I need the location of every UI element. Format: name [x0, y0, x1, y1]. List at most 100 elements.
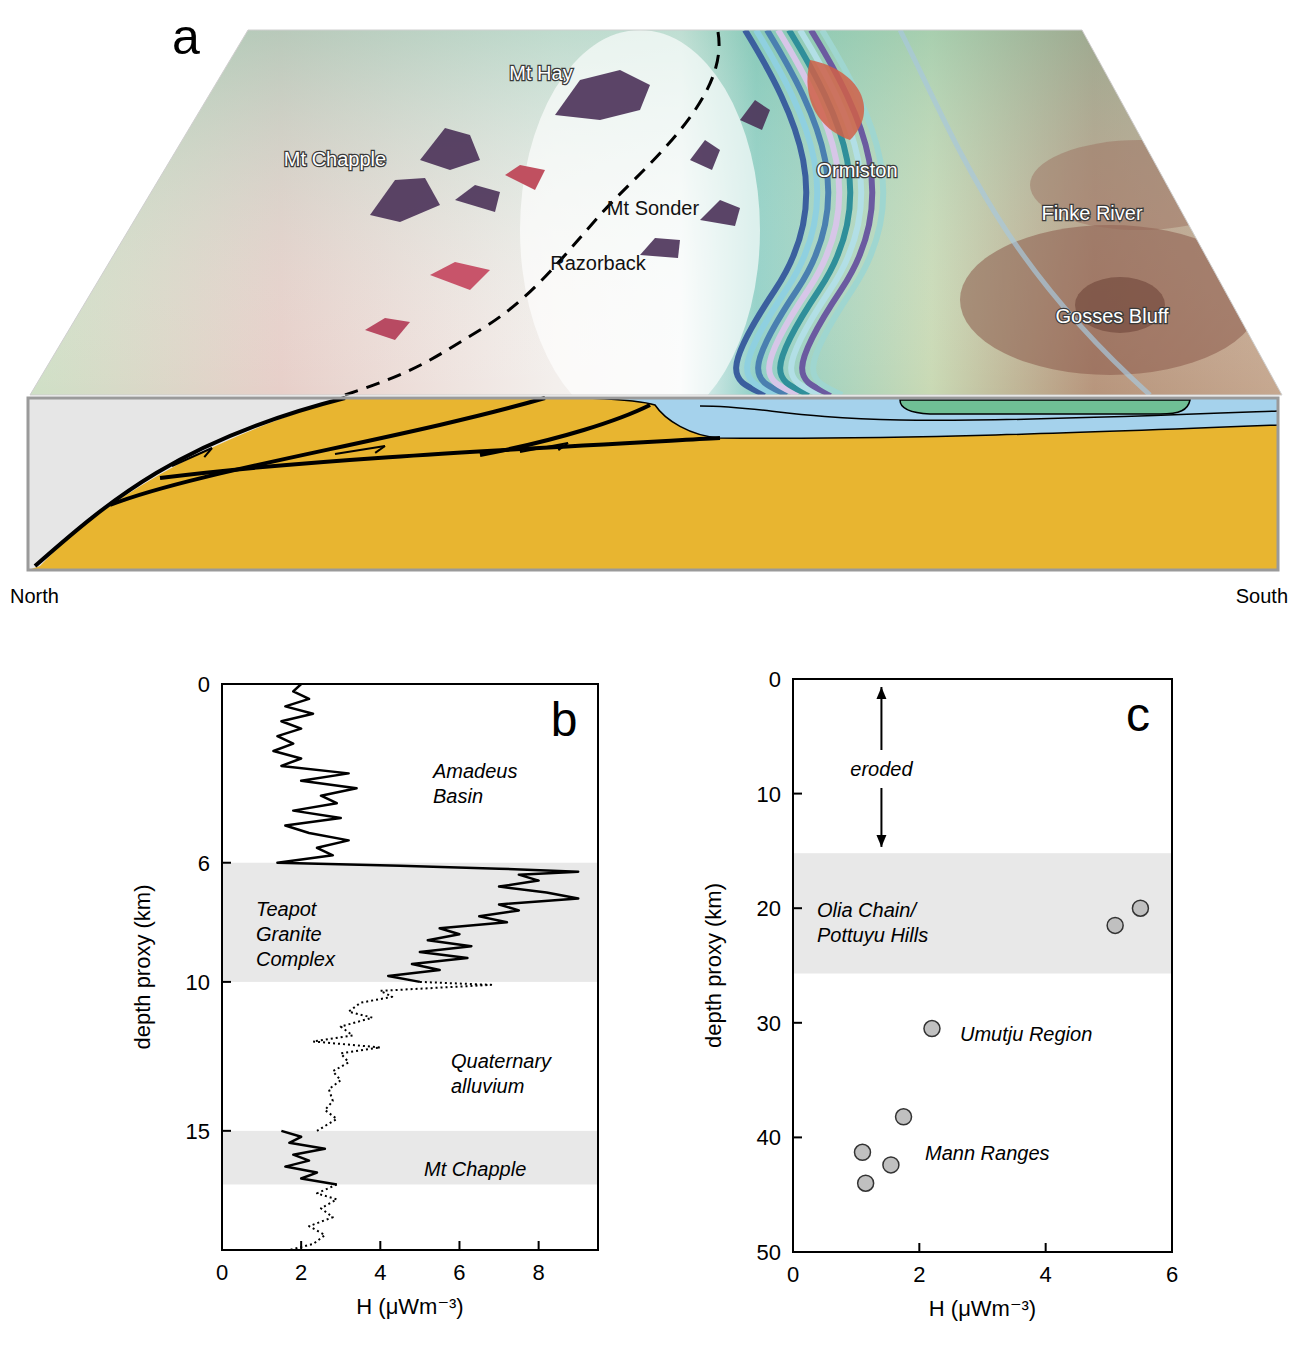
sediment-layer	[588, 398, 1278, 438]
eroded-arrow-head	[876, 835, 886, 847]
mountain	[455, 185, 500, 212]
direction-label: South	[1236, 585, 1288, 607]
place-label: Gosses Bluff	[1055, 305, 1168, 327]
sample-point	[854, 1144, 870, 1160]
place-label: Mt Sonder	[607, 197, 700, 219]
place-label: Mt Chapple	[284, 148, 386, 170]
panel-a: Mt HayMt ChappleMt SonderRazorbackOrmist…	[10, 9, 1288, 607]
h-profile	[289, 1184, 337, 1250]
annotation: Umutju Region	[960, 1023, 1092, 1045]
sample-point	[1107, 917, 1123, 933]
slip-arrow-head	[375, 446, 385, 453]
annotation: TeapotGraniteComplex	[256, 898, 336, 970]
slip-arrow	[520, 443, 568, 452]
red-outcrop	[430, 262, 490, 290]
y-tick	[793, 1022, 802, 1024]
annotation-line: Pottuyu Hills	[817, 924, 928, 946]
x-tick-label: 6	[1166, 1262, 1178, 1287]
y-tick	[793, 1136, 802, 1138]
x-tick	[300, 1241, 302, 1250]
gosses-area	[960, 225, 1260, 375]
depth-band	[222, 1131, 598, 1185]
x-tick-label: 2	[295, 1260, 307, 1285]
annotation-line: eroded	[850, 758, 913, 780]
annotation: Quaternary alluvium	[451, 1050, 552, 1097]
mountain	[420, 128, 480, 170]
annotation-line: alluvium	[451, 1075, 524, 1097]
slip-arrow	[172, 448, 212, 466]
y-tick-label: 30	[757, 1011, 781, 1036]
sample-point	[1132, 900, 1148, 916]
x-tick-label: 4	[374, 1260, 386, 1285]
x-tick	[458, 1241, 460, 1250]
x-tick-label: 8	[533, 1260, 545, 1285]
annotation-line: Umutju Region	[960, 1023, 1092, 1045]
place-label: Finke River	[1041, 202, 1142, 224]
x-tick-label: 4	[1040, 1262, 1052, 1287]
hanging-wall	[28, 398, 345, 570]
x-tick	[792, 1243, 794, 1252]
annotation: Olia Chain/Pottuyu Hills	[817, 899, 928, 946]
x-axis-title: H (μWm⁻³)	[929, 1296, 1036, 1321]
figure: Mt HayMt ChappleMt SonderRazorbackOrmist…	[0, 0, 1293, 1346]
y-tick	[793, 1251, 802, 1253]
y-tick	[222, 981, 231, 983]
place-label: Ormiston	[816, 159, 897, 181]
sample-point	[883, 1157, 899, 1173]
panel-letter: b	[551, 693, 578, 746]
y-tick-label: 10	[757, 782, 781, 807]
depth-band	[793, 853, 1172, 973]
y-tick-label: 10	[186, 970, 210, 995]
face-outline	[30, 30, 1282, 395]
x-tick-label: 6	[453, 1260, 465, 1285]
annotation-line: Amadeus	[432, 760, 518, 782]
y-tick-label: 6	[198, 851, 210, 876]
basement	[28, 398, 1278, 570]
annotation-line: Quaternary	[451, 1050, 552, 1072]
sample-point	[924, 1021, 940, 1037]
mountain	[740, 100, 770, 130]
y-tick-label: 50	[757, 1240, 781, 1265]
annotation: Mann Ranges	[925, 1142, 1050, 1164]
x-axis-title: H (μWm⁻³)	[356, 1294, 463, 1319]
y-axis-title: depth proxy (km)	[130, 884, 155, 1049]
x-tick-label: 0	[216, 1260, 228, 1285]
y-tick-label: 15	[186, 1119, 210, 1144]
x-tick	[221, 1241, 223, 1250]
y-tick	[222, 1130, 231, 1132]
x-tick	[379, 1241, 381, 1250]
plot-area	[793, 853, 1172, 1191]
red-outcrop	[365, 318, 410, 340]
plot-frame	[793, 679, 1172, 1252]
annotation-line: Basin	[433, 785, 483, 807]
annotation: Amadeus Basin	[432, 760, 518, 807]
y-tick	[222, 862, 231, 864]
thrust-fault	[480, 405, 650, 455]
mountain	[370, 178, 440, 222]
y-tick	[793, 678, 802, 680]
finke-area	[1030, 140, 1250, 230]
y-tick	[793, 907, 802, 909]
sample-point	[858, 1175, 874, 1191]
slip-arrow-head	[204, 448, 212, 457]
annotation-line: Mt Chapple	[424, 1158, 526, 1180]
h-profile	[281, 1131, 336, 1185]
y-tick-label: 40	[757, 1125, 781, 1150]
eroded-arrow-head	[876, 687, 886, 699]
annotation-line: Granite	[256, 923, 322, 945]
x-tick-label: 2	[913, 1262, 925, 1287]
direction-label: North	[10, 585, 59, 607]
x-tick	[918, 1243, 920, 1252]
annotation-line: Teapot	[256, 898, 318, 920]
annotation-line: Mann Ranges	[925, 1142, 1050, 1164]
ormiston-rock	[807, 60, 864, 140]
chart-line: 02468061015H (μWm⁻³)depth proxy (km)bAma…	[130, 672, 598, 1319]
thrust-fault	[160, 438, 720, 478]
white-plain	[520, 30, 760, 430]
section-frame	[28, 398, 1278, 570]
annotation: eroded	[850, 758, 913, 780]
y-axis-title: depth proxy (km)	[701, 883, 726, 1048]
plot-frame	[222, 684, 598, 1250]
cross-section	[28, 398, 1278, 570]
y-tick-label: 20	[757, 896, 781, 921]
